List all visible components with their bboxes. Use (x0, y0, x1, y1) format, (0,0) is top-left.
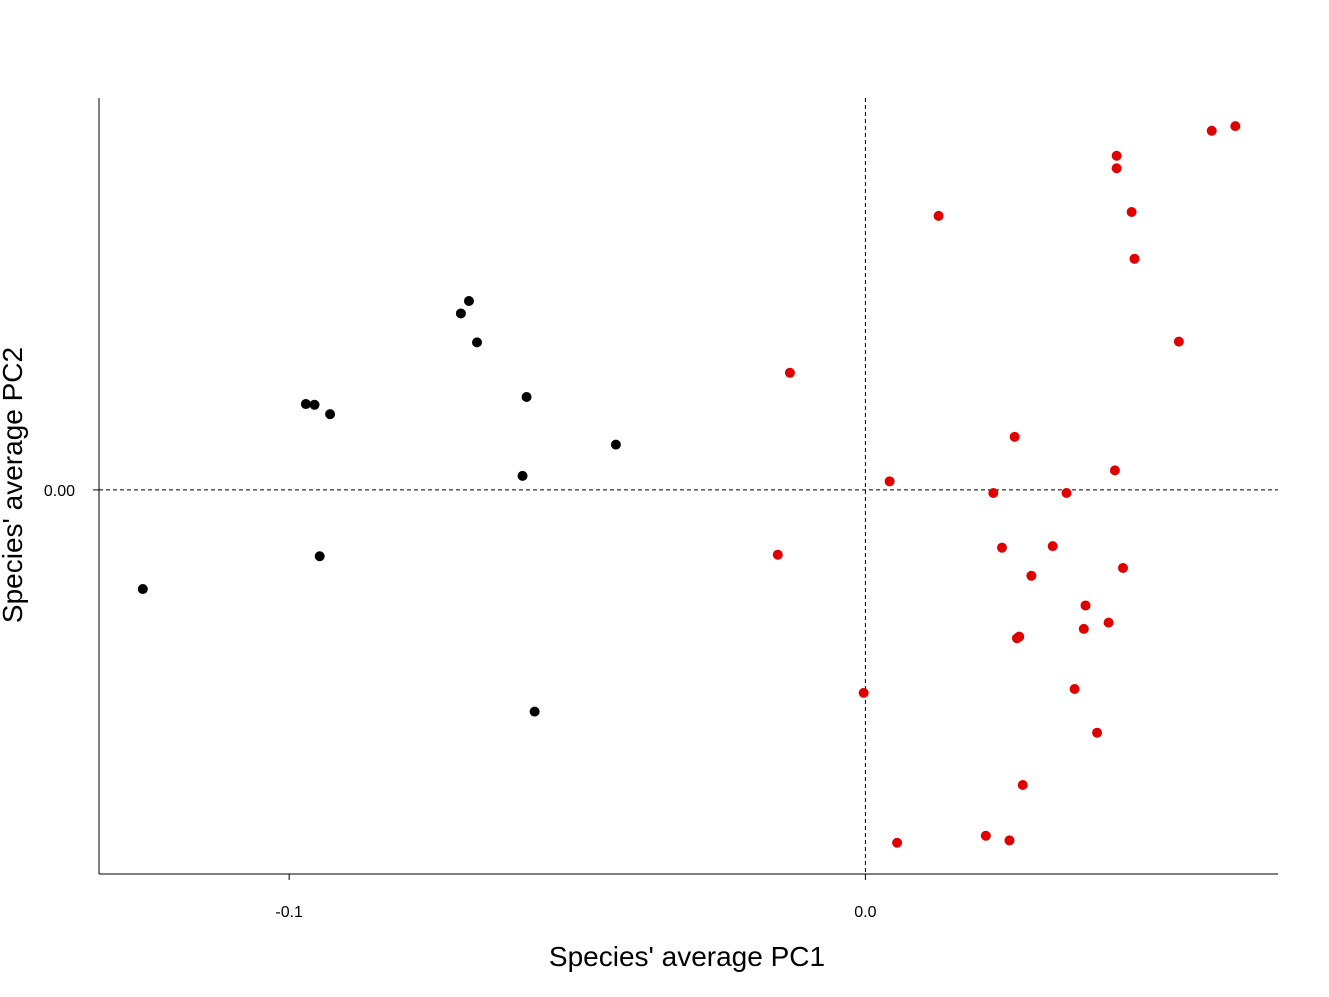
data-point (1061, 488, 1072, 499)
data-point (784, 367, 795, 378)
data-point (1173, 336, 1184, 347)
data-point (1117, 562, 1128, 573)
data-point (300, 399, 311, 410)
data-point (1092, 727, 1103, 738)
tick-labels: -0.1 0.0 0.00 (44, 483, 877, 921)
data-point (1009, 431, 1020, 442)
data-point (1047, 541, 1058, 552)
data-point (521, 392, 532, 403)
data-point (1230, 121, 1241, 132)
data-point (1078, 623, 1089, 634)
reference-lines (99, 98, 1278, 874)
data-point (892, 837, 903, 848)
data-point (455, 308, 466, 319)
data-point (137, 584, 148, 595)
data-point (1069, 683, 1080, 694)
x-tick-label: -0.1 (275, 904, 303, 921)
data-point (996, 542, 1007, 553)
data-point (1017, 780, 1028, 791)
data-point (1129, 253, 1140, 264)
data-points (137, 121, 1241, 848)
data-point (529, 706, 540, 717)
x-tick-label: 0.0 (854, 904, 876, 921)
data-point (884, 476, 895, 487)
data-point (1103, 617, 1114, 628)
data-point (1004, 835, 1015, 846)
data-point (933, 210, 944, 221)
data-point (1126, 206, 1137, 217)
data-point (463, 295, 474, 306)
y-axis-title: Species' average PC2 (0, 347, 28, 623)
x-axis-title: Species' average PC1 (549, 941, 825, 972)
data-point (309, 399, 320, 410)
data-point (472, 337, 483, 348)
data-point (1111, 150, 1122, 161)
data-point (1014, 631, 1025, 642)
data-point (772, 549, 783, 560)
data-point (1026, 570, 1037, 581)
data-point (517, 470, 528, 481)
data-point (314, 551, 325, 562)
data-point (1206, 125, 1217, 136)
data-point (610, 439, 621, 450)
data-point (858, 687, 869, 698)
data-point (988, 488, 999, 499)
data-point (325, 409, 336, 420)
y-tick-label: 0.00 (44, 483, 75, 500)
axes (93, 98, 1278, 880)
data-point (1080, 600, 1091, 611)
data-point (1111, 163, 1122, 174)
data-point (980, 830, 991, 841)
data-point (1109, 465, 1120, 476)
